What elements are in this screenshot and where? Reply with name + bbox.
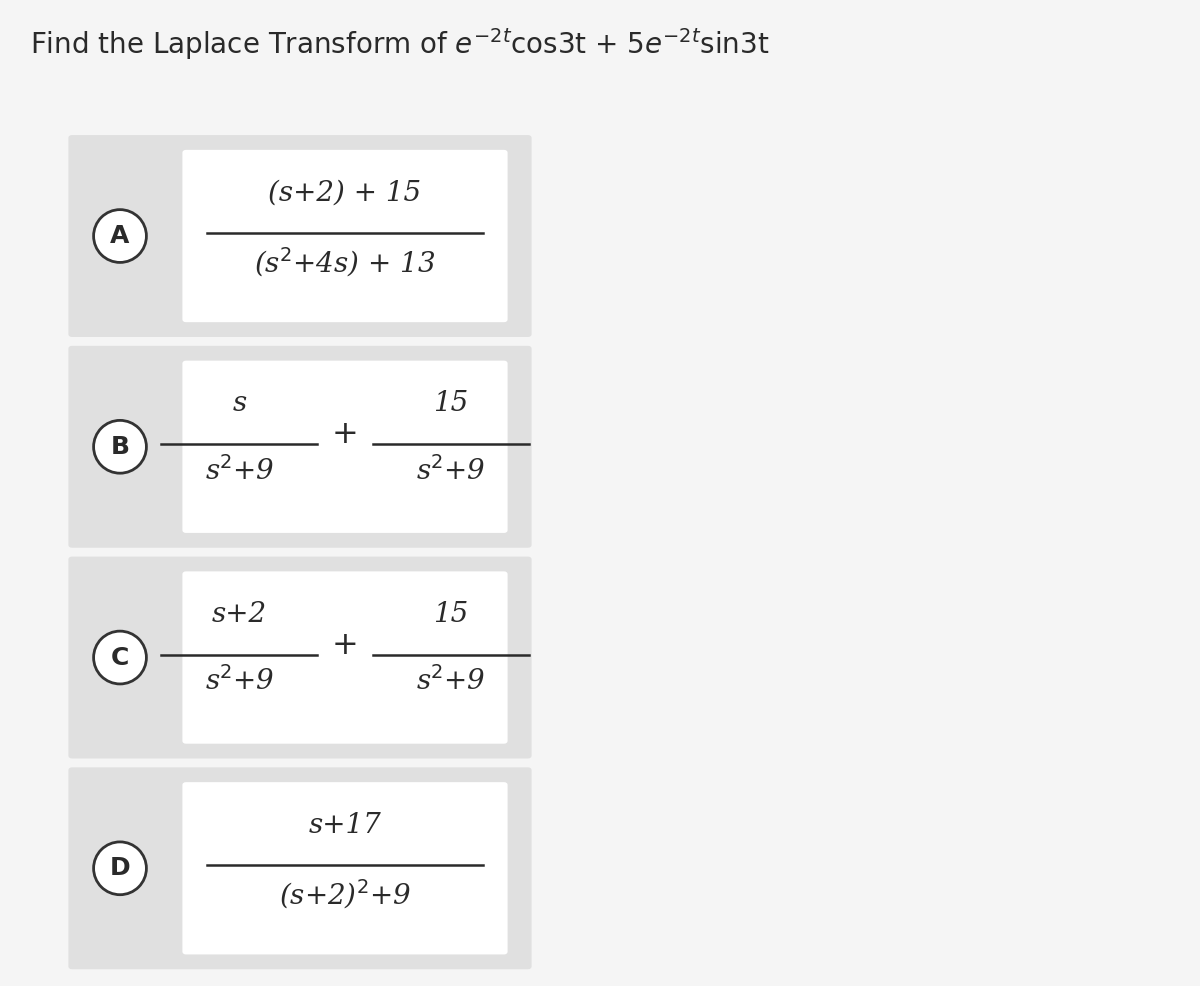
Text: (s$^2$+4s) + 13: (s$^2$+4s) + 13 bbox=[254, 245, 436, 279]
Text: s+2: s+2 bbox=[212, 600, 266, 628]
Text: s$^2$+9: s$^2$+9 bbox=[204, 667, 275, 696]
FancyBboxPatch shape bbox=[182, 572, 508, 743]
FancyBboxPatch shape bbox=[68, 767, 532, 969]
Ellipse shape bbox=[94, 210, 146, 262]
Ellipse shape bbox=[94, 631, 146, 684]
Text: +: + bbox=[331, 419, 359, 451]
Text: B: B bbox=[110, 435, 130, 458]
Text: s$^2$+9: s$^2$+9 bbox=[204, 456, 275, 485]
FancyBboxPatch shape bbox=[68, 346, 532, 548]
Text: s+17: s+17 bbox=[308, 811, 382, 839]
Text: +: + bbox=[331, 630, 359, 662]
Text: s: s bbox=[233, 390, 246, 417]
Text: Find the Laplace Transform of $e^{-2t}$cos3t + 5$e^{-2t}$sin3t: Find the Laplace Transform of $e^{-2t}$c… bbox=[30, 27, 769, 62]
Text: A: A bbox=[110, 224, 130, 248]
FancyBboxPatch shape bbox=[68, 556, 532, 758]
FancyBboxPatch shape bbox=[182, 361, 508, 532]
Text: 15: 15 bbox=[433, 390, 468, 417]
FancyBboxPatch shape bbox=[182, 782, 508, 954]
Ellipse shape bbox=[94, 420, 146, 473]
Text: (s+2)$^2$+9: (s+2)$^2$+9 bbox=[278, 878, 412, 911]
FancyBboxPatch shape bbox=[68, 135, 532, 337]
Text: s$^2$+9: s$^2$+9 bbox=[415, 667, 486, 696]
FancyBboxPatch shape bbox=[182, 150, 508, 322]
Ellipse shape bbox=[94, 842, 146, 894]
Text: (s+2) + 15: (s+2) + 15 bbox=[269, 179, 421, 206]
Text: 15: 15 bbox=[433, 600, 468, 628]
Text: C: C bbox=[110, 646, 130, 669]
Text: D: D bbox=[109, 856, 131, 880]
Text: s$^2$+9: s$^2$+9 bbox=[415, 456, 486, 485]
